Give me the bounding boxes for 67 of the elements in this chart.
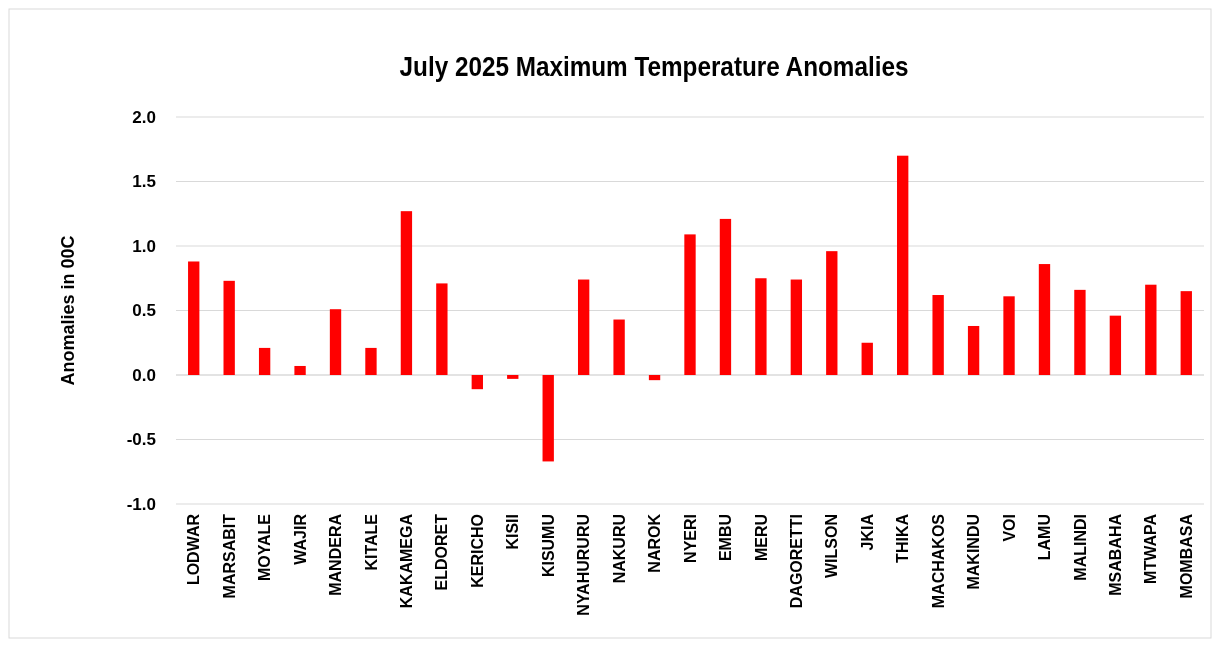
bar: [1180, 291, 1192, 375]
bar: [684, 234, 696, 375]
bar: [329, 309, 342, 375]
x-tick-label: JKIA: [858, 513, 876, 551]
x-tick-label: MACHAKOS: [929, 513, 947, 609]
y-tick-label: 1.5: [132, 172, 156, 192]
x-tick-label: DAGORETTI: [787, 514, 805, 609]
bar: [1145, 284, 1157, 375]
x-tick-label: NYAHURURU: [575, 514, 593, 616]
bar: [577, 279, 590, 375]
bar: [542, 375, 554, 462]
x-tick-label: MTWAPA: [1142, 513, 1160, 584]
bar: [897, 155, 909, 375]
y-tick-label: -1.0: [126, 494, 156, 514]
x-tick-label: MOYALE: [256, 513, 274, 581]
x-tick-label: MAKINDU: [965, 514, 983, 590]
bar: [223, 280, 235, 375]
bar: [826, 251, 838, 375]
x-tick-label: VOI: [1000, 514, 1018, 542]
bar: [861, 342, 873, 375]
x-tick-label: MERU: [752, 514, 770, 562]
bar: [967, 325, 980, 375]
y-tick-label: 0.0: [132, 365, 156, 385]
y-tick-label: 2.0: [132, 107, 156, 127]
bar: [294, 365, 306, 375]
y-tick-label: 0.5: [132, 301, 156, 321]
bar: [188, 261, 200, 375]
x-tick-label: KISII: [504, 514, 522, 550]
bar: [1074, 289, 1086, 375]
bar: [719, 218, 732, 375]
x-tick-label: LODWAR: [185, 513, 203, 586]
bar: [755, 278, 767, 375]
bar: [1038, 264, 1051, 375]
x-tick-label: KAKAMEGA: [398, 513, 416, 609]
bar: [400, 211, 413, 375]
x-tick-label: MALINDI: [1071, 514, 1089, 581]
bar: [258, 347, 271, 375]
x-tick-label: KITALE: [362, 513, 380, 571]
bar: [471, 375, 483, 390]
x-tick-label: THIKA: [894, 513, 912, 563]
y-axis-title: Anomalies in 00C: [58, 235, 78, 386]
x-tick-label: ELDORET: [433, 513, 451, 591]
x-tick-label: MSABAHA: [1106, 513, 1124, 596]
x-tick-label: NYERI: [681, 514, 699, 563]
bar: [613, 319, 625, 375]
x-tick-label: LAMU: [1036, 514, 1054, 561]
bar: [365, 347, 377, 375]
x-tick-label: MANDERA: [327, 513, 345, 596]
bar: [790, 279, 803, 375]
x-tick-label: MARSABIT: [220, 513, 238, 599]
x-tick-label: KERICHO: [468, 514, 486, 588]
bar: [1109, 315, 1122, 375]
y-tick-label: 1.0: [132, 236, 156, 256]
bar: [932, 295, 944, 375]
chart-title: July 2025 Maximum Temperature Anomalies: [399, 51, 909, 82]
x-tick-label: MOMBASA: [1177, 513, 1195, 599]
x-tick-label: KISUMU: [539, 514, 557, 578]
x-tick-label: NAKURU: [610, 514, 628, 584]
x-tick-label: WAJIR: [291, 513, 309, 565]
bar: [648, 375, 661, 381]
bar: [436, 283, 448, 375]
x-tick-label: NAROK: [646, 513, 664, 573]
bar: [1003, 296, 1015, 375]
y-tick-label: -0.5: [126, 430, 156, 450]
x-tick-label: WILSON: [823, 514, 841, 578]
bar: [507, 375, 519, 379]
x-tick-label: EMBU: [717, 514, 735, 562]
